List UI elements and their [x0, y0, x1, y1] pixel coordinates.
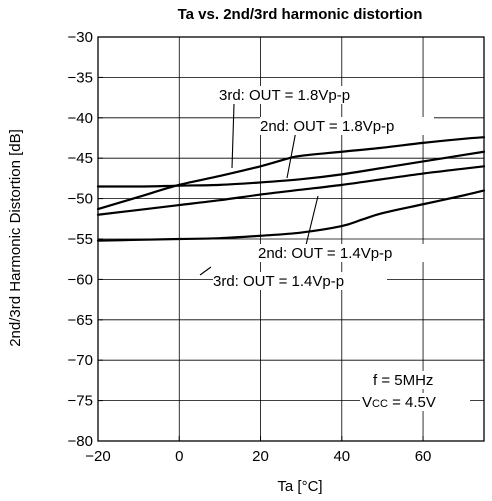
y-tick-label: −55: [68, 231, 93, 248]
annotation-background: [260, 117, 434, 135]
annotation-background: [360, 393, 470, 411]
y-tick-label: −35: [68, 69, 93, 86]
y-axis-label: 2nd/3rd Harmonic Distortion [dB]: [7, 129, 24, 347]
series-line-3: [96, 165, 486, 216]
annotation-background: [219, 86, 389, 104]
annotation-label: 3rd: OUT = 1.4Vp-p: [213, 273, 344, 290]
leader-line: [231, 103, 235, 169]
leader-line: [286, 130, 297, 179]
y-tick-label: −75: [68, 393, 93, 410]
series-line-2: [96, 150, 486, 188]
x-tick-label: 20: [252, 448, 269, 465]
y-tick-label: −65: [68, 312, 93, 329]
vcc-subscript: CC: [372, 398, 388, 410]
y-tick-label: −45: [68, 150, 93, 167]
x-tick-label: −20: [85, 448, 110, 465]
ticks: −20 0 20 40 60 −30 −35 −40 −45 −50 −55 −60 −65 −70 −75…: [68, 29, 432, 465]
annotation-label: 2nd: OUT = 1.4Vp-p: [258, 245, 392, 262]
x-tick-label: 60: [415, 448, 432, 465]
annotation-background: [258, 244, 432, 262]
x-tick-label: 0: [175, 448, 183, 465]
annotations: 3rd: OUT = 1.8Vp-p 2nd: OUT = 1.8Vp-p 2nd:…: [199, 86, 470, 411]
vcc-label: VCC = 4.5V: [360, 393, 470, 411]
y-tick-label: −40: [68, 110, 93, 127]
x-axis-label: Ta [°C]: [277, 478, 322, 495]
annotation-label: 3rd: OUT = 1.8Vp-p: [219, 87, 350, 104]
leader-line: [305, 195, 319, 246]
y-tick-label: −70: [68, 352, 93, 369]
leader-line: [199, 266, 212, 276]
x-tick-label: 40: [333, 448, 350, 465]
series-line-4: [96, 189, 486, 242]
annotation-background: [373, 371, 453, 389]
annotation-label: 2nd: OUT = 1.8Vp-p: [260, 118, 394, 135]
y-tick-label: −30: [68, 29, 93, 46]
series-layer: [96, 136, 486, 242]
annotation-background: [213, 272, 387, 290]
annotation-label: f = 5MHz: [373, 372, 433, 389]
y-tick-label: −50: [68, 191, 93, 208]
y-tick-label: −60: [68, 271, 93, 288]
vcc-symbol: V: [362, 394, 372, 411]
chart-title: Ta vs. 2nd/3rd harmonic distortion: [178, 6, 423, 23]
vcc-value: = 4.5V: [388, 394, 436, 411]
y-tick-label: −80: [68, 433, 93, 450]
vcc-text: VCC = 4.5V: [362, 394, 436, 411]
